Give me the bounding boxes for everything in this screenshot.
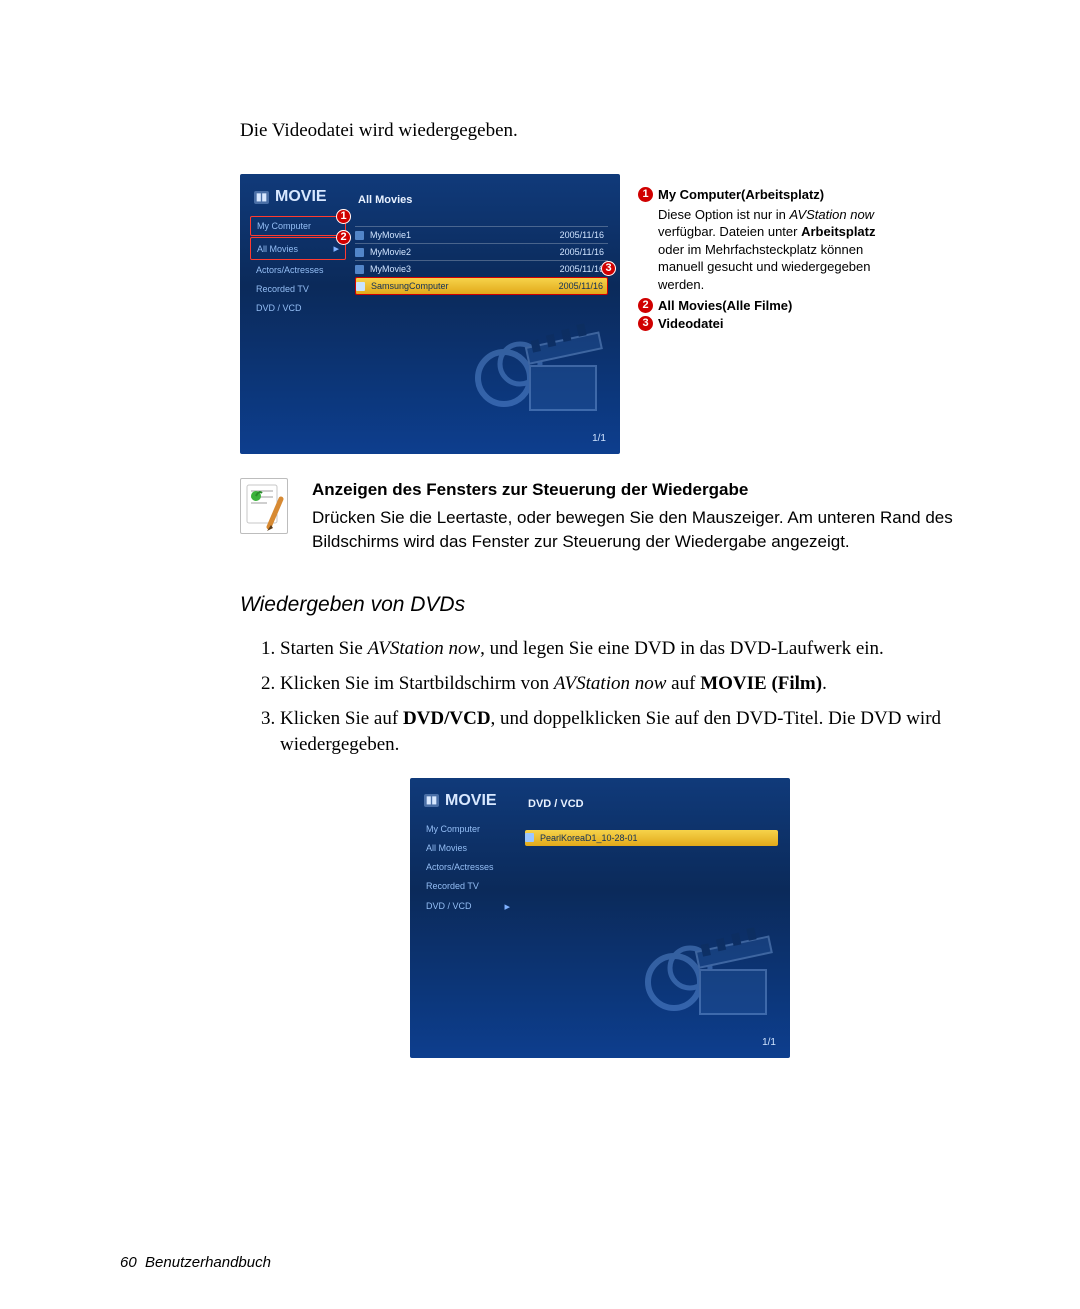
movie-name: SamsungComputer: [371, 281, 449, 291]
page-footer: 60 Benutzerhandbuch: [120, 1254, 271, 1271]
note-icon: [240, 478, 288, 534]
sidebar-item-recorded-tv[interactable]: Recorded TV: [250, 280, 346, 298]
sidebar-item-all-movies[interactable]: All Movies ▸ 2: [250, 237, 346, 260]
sidebar-item-actors[interactable]: Actors/Actresses: [420, 858, 516, 876]
movie-name: MyMovie2: [370, 247, 411, 257]
note-title: Anzeigen des Fensters zur Steuerung der …: [312, 478, 960, 502]
sidebar-item-label: Recorded TV: [426, 881, 479, 891]
page-number: 60: [120, 1254, 137, 1271]
movie-name: MyMovie1: [370, 230, 411, 240]
sidebar-item-label: My Computer: [426, 824, 480, 834]
sidebar-item-my-computer[interactable]: My Computer: [420, 820, 516, 838]
sidebar-item-my-computer[interactable]: My Computer 1: [250, 216, 346, 236]
app-title-text: MOVIE: [445, 792, 497, 810]
app-title: ▮▮ MOVIE: [424, 792, 497, 810]
section-heading: Wiedergeben von DVDs: [240, 593, 960, 617]
movie-date: 2005/11/16: [559, 281, 607, 291]
movie-icon: [355, 248, 364, 257]
page-indicator: 1/1: [592, 433, 606, 444]
note-text: Anzeigen des Fensters zur Steuerung der …: [312, 478, 960, 553]
callout-legend: 1 My Computer(Arbeitsplatz) Diese Option…: [638, 174, 888, 332]
movie-name: MyMovie3: [370, 264, 411, 274]
list-item-selected[interactable]: PearlKoreaD1_10-28-01: [525, 830, 778, 846]
movie-name: PearlKoreaD1_10-28-01: [540, 833, 638, 843]
sidebar-item-recorded-tv[interactable]: Recorded TV: [420, 877, 516, 895]
manual-page: Die Videodatei wird wiedergegeben. ▮▮ MO…: [0, 0, 1080, 1309]
sidebar-item-label: Actors/Actresses: [256, 265, 324, 275]
page-indicator: 1/1: [762, 1037, 776, 1048]
doc-title: Benutzerhandbuch: [145, 1254, 271, 1271]
movie-date: 2005/11/16: [560, 247, 608, 257]
sidebar: My Computer All Movies Actors/Actresses …: [420, 820, 516, 918]
clapper-bg-icon: [466, 306, 606, 426]
sidebar-item-label: All Movies: [426, 843, 467, 853]
steps-list: Starten Sie AVStation now, und legen Sie…: [240, 636, 960, 758]
callout-badge-1: 1: [336, 209, 351, 224]
sidebar-item-actors[interactable]: Actors/Actresses: [250, 261, 346, 279]
callout-badge-3: 3: [601, 261, 616, 276]
clapper-icon: ▮▮: [254, 191, 269, 204]
sidebar-item-label: DVD / VCD: [256, 303, 302, 313]
content-heading: All Movies: [358, 194, 412, 206]
sidebar-item-label: All Movies: [257, 244, 298, 254]
clapper-icon: ▮▮: [424, 794, 439, 807]
list-item[interactable]: MyMovie3 2005/11/16 3: [355, 260, 608, 277]
list-item[interactable]: MyMovie1 2005/11/16: [355, 226, 608, 243]
step-2: Klicken Sie im Startbildschirm von AVSta…: [280, 671, 960, 698]
chevron-right-icon: ▸: [333, 242, 339, 255]
intro-text: Die Videodatei wird wiedergegeben.: [240, 120, 960, 142]
screenshot-row-1: ▮▮ MOVIE All Movies My Computer 1 All Mo…: [240, 174, 960, 454]
sidebar-item-label: My Computer: [257, 221, 311, 231]
legend-badge-2: 2: [638, 298, 653, 313]
legend-item-3: 3 Videodatei: [638, 315, 888, 333]
note-block: Anzeigen des Fensters zur Steuerung der …: [240, 478, 960, 553]
movie-date: 2005/11/16: [560, 230, 608, 240]
note-body: Drücken Sie die Leertaste, oder bewegen …: [312, 506, 960, 554]
movie-list: MyMovie1 2005/11/16 MyMovie2 2005/11/16 …: [355, 226, 608, 295]
chevron-right-icon: ▸: [504, 900, 510, 913]
step-1: Starten Sie AVStation now, und legen Sie…: [280, 636, 960, 663]
legend-title-1: My Computer(Arbeitsplatz): [658, 187, 824, 202]
sidebar-item-label: Recorded TV: [256, 284, 309, 294]
list-item-selected[interactable]: SamsungComputer 2005/11/16: [355, 277, 608, 295]
sidebar-item-dvd-vcd[interactable]: DVD / VCD ▸: [420, 896, 516, 917]
legend-title-3: Videodatei: [658, 316, 724, 331]
app-screenshot-2: ▮▮ MOVIE DVD / VCD My Computer All Movie…: [410, 778, 790, 1058]
legend-item-2: 2 All Movies(Alle Filme): [638, 297, 888, 315]
legend-item-1: 1 My Computer(Arbeitsplatz): [638, 186, 888, 204]
app-screenshot-1: ▮▮ MOVIE All Movies My Computer 1 All Mo…: [240, 174, 620, 454]
legend-desc-1: Diese Option ist nur in AVStation now ve…: [638, 206, 888, 294]
list-item[interactable]: MyMovie2 2005/11/16: [355, 243, 608, 260]
movie-icon: [355, 231, 364, 240]
legend-badge-3: 3: [638, 316, 653, 331]
clapper-bg-icon: [636, 910, 776, 1030]
disc-icon: [525, 833, 534, 842]
movie-icon: [356, 282, 365, 291]
sidebar-item-all-movies[interactable]: All Movies: [420, 839, 516, 857]
legend-title-2: All Movies(Alle Filme): [658, 298, 792, 313]
app-title: ▮▮ MOVIE: [254, 188, 327, 206]
sidebar-item-label: DVD / VCD: [426, 901, 472, 911]
movie-list: PearlKoreaD1_10-28-01: [525, 830, 778, 846]
step-3: Klicken Sie auf DVD/VCD, und doppelklick…: [280, 706, 960, 759]
app-title-text: MOVIE: [275, 188, 327, 206]
sidebar-item-label: Actors/Actresses: [426, 862, 494, 872]
content-heading: DVD / VCD: [528, 798, 584, 810]
sidebar-item-dvd-vcd[interactable]: DVD / VCD: [250, 299, 346, 317]
movie-icon: [355, 265, 364, 274]
legend-badge-1: 1: [638, 187, 653, 202]
sidebar: My Computer 1 All Movies ▸ 2 Actors/Actr…: [250, 216, 346, 318]
callout-badge-2: 2: [336, 230, 351, 245]
